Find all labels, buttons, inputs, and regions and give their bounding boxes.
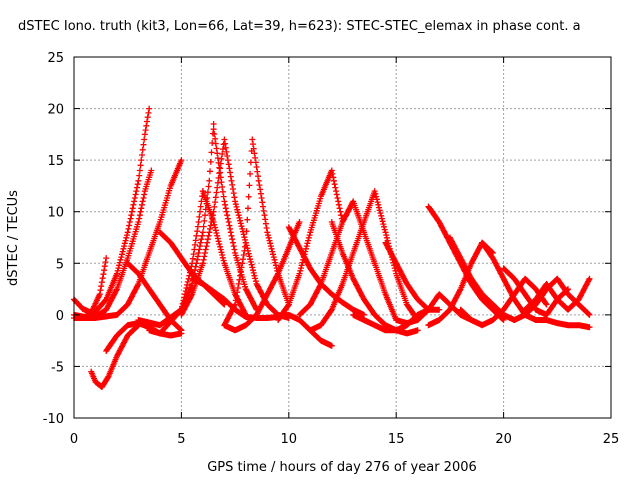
y-tick-label: 15 [47, 154, 64, 169]
x-axis-label: GPS time / hours of day 276 of year 2006 [207, 460, 477, 475]
data-point-markers [393, 291, 475, 327]
data-markers [71, 105, 593, 391]
x-tick-label: 20 [495, 432, 512, 447]
data-point-markers [189, 275, 335, 349]
data-point-markers [221, 219, 303, 334]
x-tick-label: 25 [603, 432, 620, 447]
data-point-markers [307, 188, 421, 334]
data-series-12 [199, 188, 249, 318]
x-tick-label: 10 [281, 432, 298, 447]
data-series-18 [296, 198, 400, 323]
data-point-markers [522, 275, 593, 313]
y-tick-label: 0 [56, 309, 64, 324]
data-series-14 [189, 275, 335, 349]
axis-ticks: 0 5 10 15 20 25 -10 -5 0 5 10 15 20 25 [43, 51, 620, 447]
data-series-3 [103, 320, 185, 354]
data-point-markers [479, 239, 593, 331]
data-point-markers [135, 121, 217, 329]
data-series-15 [221, 219, 303, 334]
data-point-markers [146, 188, 206, 337]
data-point-markers [275, 167, 346, 323]
data-point-markers [296, 198, 400, 323]
x-tick-label: 5 [177, 432, 185, 447]
data-series-28 [479, 239, 593, 331]
data-point-markers [103, 320, 185, 354]
data-point-markers [382, 239, 432, 313]
y-tick-label: 10 [47, 206, 64, 221]
data-series-23 [393, 291, 475, 327]
data-series-2 [88, 322, 142, 391]
y-tick-label: -5 [51, 360, 64, 375]
x-tick-label: 15 [388, 432, 405, 447]
data-series-22 [382, 239, 432, 313]
data-series-9 [210, 126, 260, 313]
y-tick-label: -10 [43, 412, 64, 427]
x-tick-label: 0 [70, 432, 78, 447]
data-series-11 [146, 188, 206, 337]
data-point-markers [199, 188, 249, 318]
data-series-27 [457, 275, 550, 329]
data-series-31 [522, 275, 593, 313]
data-series-19 [307, 188, 421, 334]
data-series-16 [275, 167, 346, 323]
plot-frame [73, 56, 612, 419]
y-axis-label: dSTEC / TECUs [6, 190, 21, 286]
data-point-markers [457, 275, 550, 329]
data-point-markers [71, 255, 110, 316]
y-tick-label: 25 [47, 51, 64, 66]
y-tick-label: 20 [47, 103, 64, 118]
data-series-8 [135, 121, 217, 329]
data-series-0 [71, 255, 110, 316]
y-tick-label: 5 [56, 257, 64, 272]
chart-title: dSTEC Iono. truth (kit3, Lon=66, Lat=39,… [18, 19, 581, 34]
data-point-markers [210, 126, 260, 313]
data-point-markers [88, 322, 142, 391]
